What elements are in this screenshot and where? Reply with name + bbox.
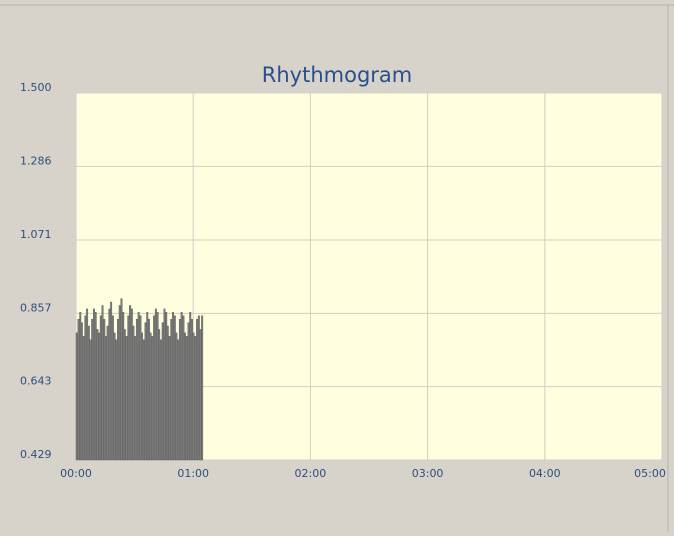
bar xyxy=(91,318,94,461)
bar xyxy=(149,332,152,461)
bar xyxy=(168,336,171,461)
x-tick-label: 04:00 xyxy=(529,467,561,480)
bar xyxy=(139,315,142,461)
y-tick-label: 1.071 xyxy=(20,228,52,241)
bar xyxy=(172,312,174,461)
bar xyxy=(166,325,169,461)
bar xyxy=(118,305,121,461)
bar xyxy=(189,312,192,461)
bar xyxy=(98,332,100,461)
y-tick-label: 1.500 xyxy=(20,81,52,94)
bar xyxy=(120,298,123,461)
x-tick-label: 05:00 xyxy=(634,467,666,480)
bar xyxy=(191,318,193,461)
bar xyxy=(122,312,125,461)
bar xyxy=(137,312,140,461)
bar xyxy=(123,329,126,461)
bar xyxy=(163,308,166,461)
bar xyxy=(146,312,149,461)
bar xyxy=(94,312,97,461)
bar xyxy=(144,322,147,461)
bar xyxy=(106,325,109,461)
bar xyxy=(151,336,154,461)
bar xyxy=(111,315,114,461)
y-tick-label: 0.857 xyxy=(20,301,52,314)
bar xyxy=(115,339,118,461)
bar xyxy=(177,339,180,461)
bar xyxy=(77,318,80,461)
bar xyxy=(87,325,90,461)
bar xyxy=(135,318,138,461)
bar xyxy=(125,336,128,461)
bar xyxy=(196,318,199,461)
bar xyxy=(175,332,178,461)
x-tick-label: 00:00 xyxy=(60,467,92,480)
bar xyxy=(180,312,183,461)
bar xyxy=(105,336,108,461)
y-tick-label: 0.429 xyxy=(20,448,52,461)
bar xyxy=(153,315,156,461)
x-tick-label: 01:00 xyxy=(177,467,209,480)
bar xyxy=(130,308,133,461)
bar xyxy=(117,318,119,461)
bar xyxy=(161,322,164,461)
y-tick-label: 0.643 xyxy=(20,375,52,388)
bar xyxy=(127,315,130,461)
bar xyxy=(182,315,185,461)
bar xyxy=(129,305,132,461)
bar xyxy=(148,318,150,461)
bar xyxy=(132,325,135,461)
bar xyxy=(75,332,78,461)
bar xyxy=(86,308,89,461)
bar xyxy=(110,301,113,461)
bar xyxy=(108,308,111,461)
bar xyxy=(82,336,85,461)
bar xyxy=(187,322,190,461)
bar xyxy=(192,332,195,461)
bar xyxy=(92,308,95,461)
bar xyxy=(199,329,202,461)
bar xyxy=(197,315,200,461)
x-tick-label: 03:00 xyxy=(412,467,444,480)
bar xyxy=(99,315,102,461)
bar xyxy=(158,329,161,461)
bar xyxy=(134,336,137,461)
bar xyxy=(113,332,116,461)
x-tick-label: 02:00 xyxy=(295,467,327,480)
chart-title: Rhythmogram xyxy=(262,63,412,87)
bar xyxy=(141,332,143,461)
bar xyxy=(178,318,181,461)
bar xyxy=(96,329,99,461)
bar xyxy=(142,339,145,461)
y-tick-label: 1.286 xyxy=(20,154,52,167)
bar xyxy=(79,312,82,461)
bar xyxy=(101,305,104,461)
bar xyxy=(201,315,204,461)
bar xyxy=(173,315,176,461)
bar xyxy=(84,315,87,461)
bar xyxy=(156,312,159,461)
bar xyxy=(170,318,173,461)
bar xyxy=(159,339,162,461)
bar xyxy=(103,318,106,461)
bar xyxy=(165,312,168,461)
bar xyxy=(80,322,83,461)
bar xyxy=(185,336,188,461)
bar xyxy=(194,336,197,461)
bar xyxy=(89,339,92,461)
bar xyxy=(154,308,157,461)
bar xyxy=(184,332,186,461)
